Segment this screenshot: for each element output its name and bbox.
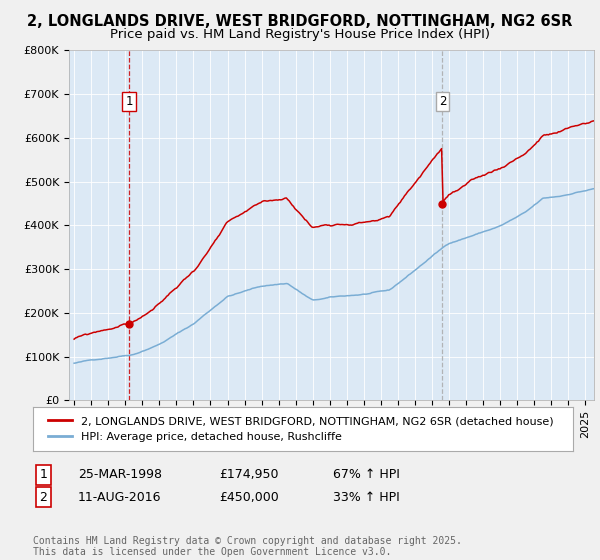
Text: 1: 1	[125, 95, 133, 108]
Text: 25-MAR-1998: 25-MAR-1998	[78, 468, 162, 482]
Text: 2, LONGLANDS DRIVE, WEST BRIDGFORD, NOTTINGHAM, NG2 6SR: 2, LONGLANDS DRIVE, WEST BRIDGFORD, NOTT…	[28, 14, 572, 29]
Text: £174,950: £174,950	[219, 468, 278, 482]
Text: Contains HM Land Registry data © Crown copyright and database right 2025.
This d: Contains HM Land Registry data © Crown c…	[33, 535, 462, 557]
Text: 67% ↑ HPI: 67% ↑ HPI	[333, 468, 400, 482]
Text: £450,000: £450,000	[219, 491, 279, 504]
Text: Price paid vs. HM Land Registry's House Price Index (HPI): Price paid vs. HM Land Registry's House …	[110, 28, 490, 41]
Legend: 2, LONGLANDS DRIVE, WEST BRIDGFORD, NOTTINGHAM, NG2 6SR (detached house), HPI: A: 2, LONGLANDS DRIVE, WEST BRIDGFORD, NOTT…	[41, 410, 560, 448]
Text: 11-AUG-2016: 11-AUG-2016	[78, 491, 161, 504]
Text: 2: 2	[439, 95, 446, 108]
Text: 2: 2	[39, 491, 47, 504]
Text: 1: 1	[39, 468, 47, 482]
Text: 33% ↑ HPI: 33% ↑ HPI	[333, 491, 400, 504]
